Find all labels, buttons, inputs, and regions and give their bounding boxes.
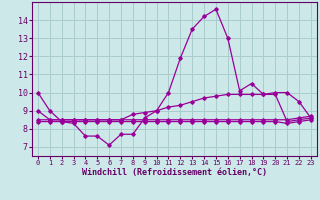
X-axis label: Windchill (Refroidissement éolien,°C): Windchill (Refroidissement éolien,°C) [82,168,267,177]
